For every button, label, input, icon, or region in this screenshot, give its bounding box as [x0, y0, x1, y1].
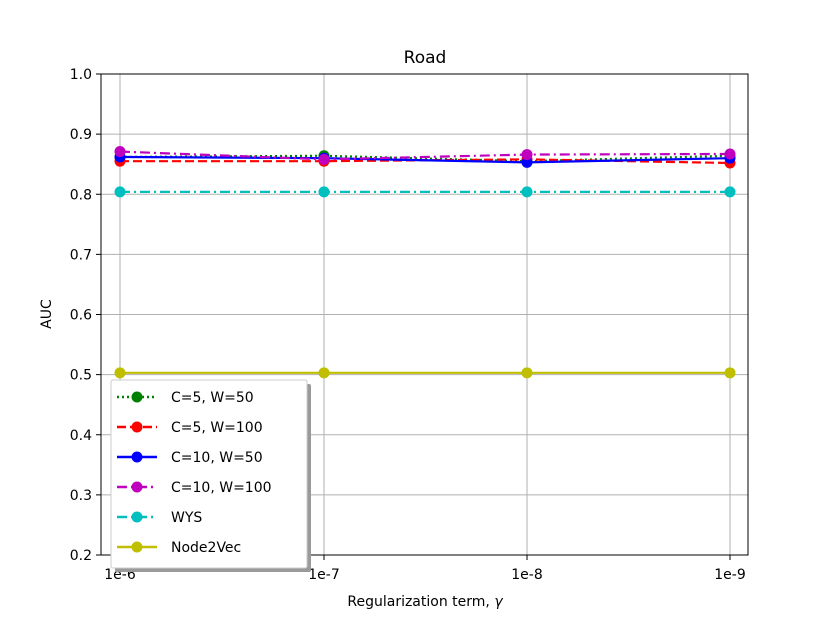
- data-point: [724, 186, 736, 198]
- data-point: [724, 148, 736, 160]
- data-point: [114, 146, 126, 158]
- series-line: [119, 150, 731, 161]
- legend-marker: [131, 451, 143, 463]
- data-point: [318, 186, 330, 198]
- data-point: [318, 153, 330, 165]
- legend-marker: [131, 391, 143, 403]
- x-axis-label-text: Regularization term,: [347, 594, 494, 610]
- series-5: [114, 367, 736, 379]
- legend-label: C=5, W=50: [171, 390, 254, 406]
- legend-marker: [131, 541, 143, 553]
- data-point: [521, 367, 533, 379]
- y-axis-label: AUC: [39, 299, 55, 329]
- series-4: [114, 186, 736, 198]
- data-point: [114, 367, 126, 379]
- data-point: [318, 367, 330, 379]
- x-axis-label: Regularization term, γ: [347, 594, 503, 610]
- series-line: [119, 154, 731, 163]
- data-point: [521, 156, 533, 168]
- series-3: [114, 146, 736, 165]
- y-tick-label: 1.0: [70, 67, 92, 83]
- legend: C=5, W=50 C=5, W=100 C=10, W=50 C=10, W=100…: [110, 379, 311, 572]
- x-tick-label: 1e-7: [308, 567, 339, 583]
- legend-marker: [131, 421, 143, 433]
- y-tick-label: 0.3: [70, 488, 92, 504]
- legend-box: [110, 379, 308, 569]
- x-tick-label: 1e-9: [714, 567, 745, 583]
- axis-ticks: 0.20.30.40.50.60.70.80.91.01e-6 1e-7 1e-8 1…: [70, 67, 746, 583]
- legend-label: Node2Vec: [171, 540, 241, 556]
- x-tick-label: 1e-8: [511, 567, 542, 583]
- y-tick-label: 0.2: [70, 548, 92, 564]
- y-tick-label: 0.5: [70, 368, 92, 384]
- y-tick-label: 0.8: [70, 187, 92, 203]
- data-point: [521, 186, 533, 198]
- data-point: [724, 367, 736, 379]
- data-point: [521, 149, 533, 161]
- y-tick-label: 0.6: [70, 308, 92, 324]
- data-point: [114, 186, 126, 198]
- y-tick-label: 0.9: [70, 127, 92, 143]
- legend-marker: [131, 511, 143, 523]
- x-axis-label-symbol: γ: [494, 594, 503, 610]
- y-tick-label: 0.7: [70, 247, 92, 263]
- series-line: [119, 155, 731, 164]
- legend-label: C=10, W=50: [171, 450, 263, 466]
- series-layer: [114, 146, 736, 379]
- y-tick-label: 0.4: [70, 428, 92, 444]
- legend-label: C=10, W=100: [171, 480, 272, 496]
- legend-label: WYS: [171, 510, 202, 526]
- chart-title: Road: [404, 48, 447, 68]
- legend-label: C=5, W=100: [171, 420, 263, 436]
- legend-marker: [131, 481, 143, 493]
